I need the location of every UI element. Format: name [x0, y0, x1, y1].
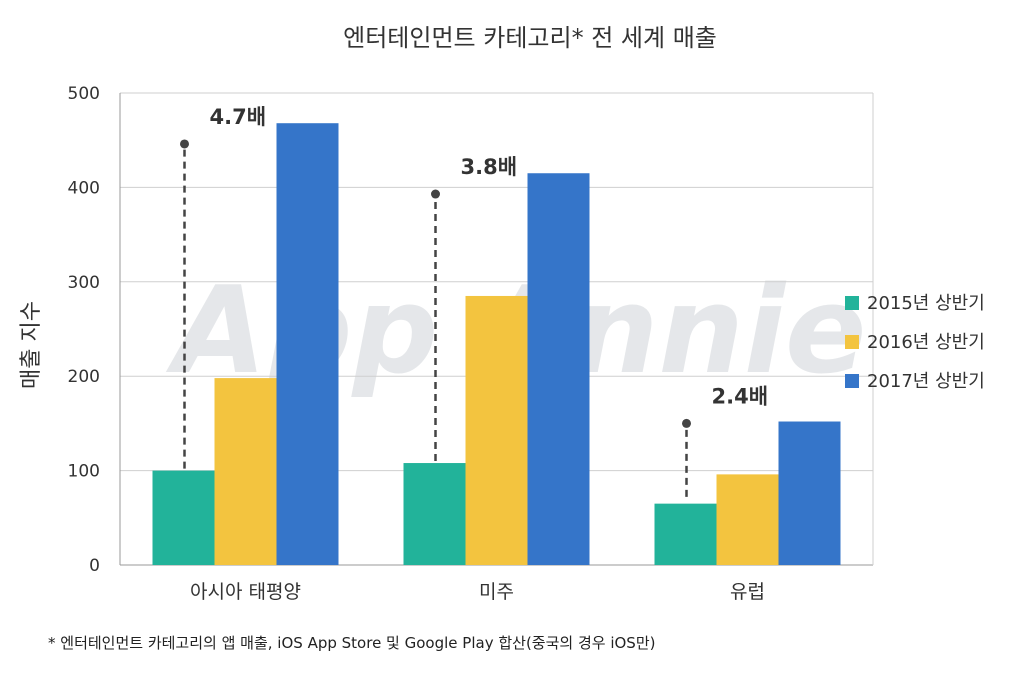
x-category-label: 아시아 태평양 [190, 581, 301, 603]
y-tick-label: 400 [68, 178, 100, 198]
growth-annotations: 4.7배 3.8배 2.4배 [180, 105, 768, 497]
legend-label: 2015년 상반기 [867, 293, 985, 314]
legend-swatch [845, 296, 859, 310]
x-category-label: 유럽 [730, 581, 765, 603]
bar [654, 503, 717, 565]
annotation-dot [180, 139, 189, 149]
y-tick-label: 500 [68, 84, 100, 104]
y-tick-label: 300 [68, 273, 100, 293]
annotation-label: 2.4배 [712, 384, 769, 408]
y-tick-label: 100 [68, 462, 100, 482]
x-category-label: 미주 [479, 581, 514, 603]
bar [465, 295, 528, 565]
bar [403, 463, 466, 565]
bars [152, 123, 841, 566]
bar [214, 378, 277, 565]
bar [716, 474, 779, 565]
y-axis-label: 매출 지수 [19, 301, 44, 389]
legend-label: 2017년 상반기 [867, 371, 985, 392]
legend-label: 2016년 상반기 [867, 332, 985, 353]
y-tick-label: 200 [68, 367, 100, 387]
chart-title: 엔터테인먼트 카테고리* 전 세계 매출 [343, 24, 717, 52]
bar [276, 123, 339, 565]
footnote: * 엔터테인먼트 카테고리의 앱 매출, iOS App Store 및 Goo… [48, 634, 655, 652]
y-axis-ticks: 0 100 200 300 400 500 [68, 84, 100, 576]
annotation-label: 4.7배 [210, 105, 267, 129]
legend-swatch [845, 335, 859, 349]
bar [527, 173, 590, 566]
bar [152, 470, 215, 565]
legend: 2015년 상반기 2016년 상반기 2017년 상반기 [845, 293, 985, 392]
annotation-dot [431, 189, 440, 199]
bar [778, 421, 841, 565]
legend-swatch [845, 374, 859, 388]
annotation-dot [682, 418, 691, 428]
annotation-label: 3.8배 [461, 155, 518, 179]
y-tick-label: 0 [89, 556, 100, 576]
x-axis-categories: 아시아 태평양 미주 유럽 [190, 581, 765, 603]
